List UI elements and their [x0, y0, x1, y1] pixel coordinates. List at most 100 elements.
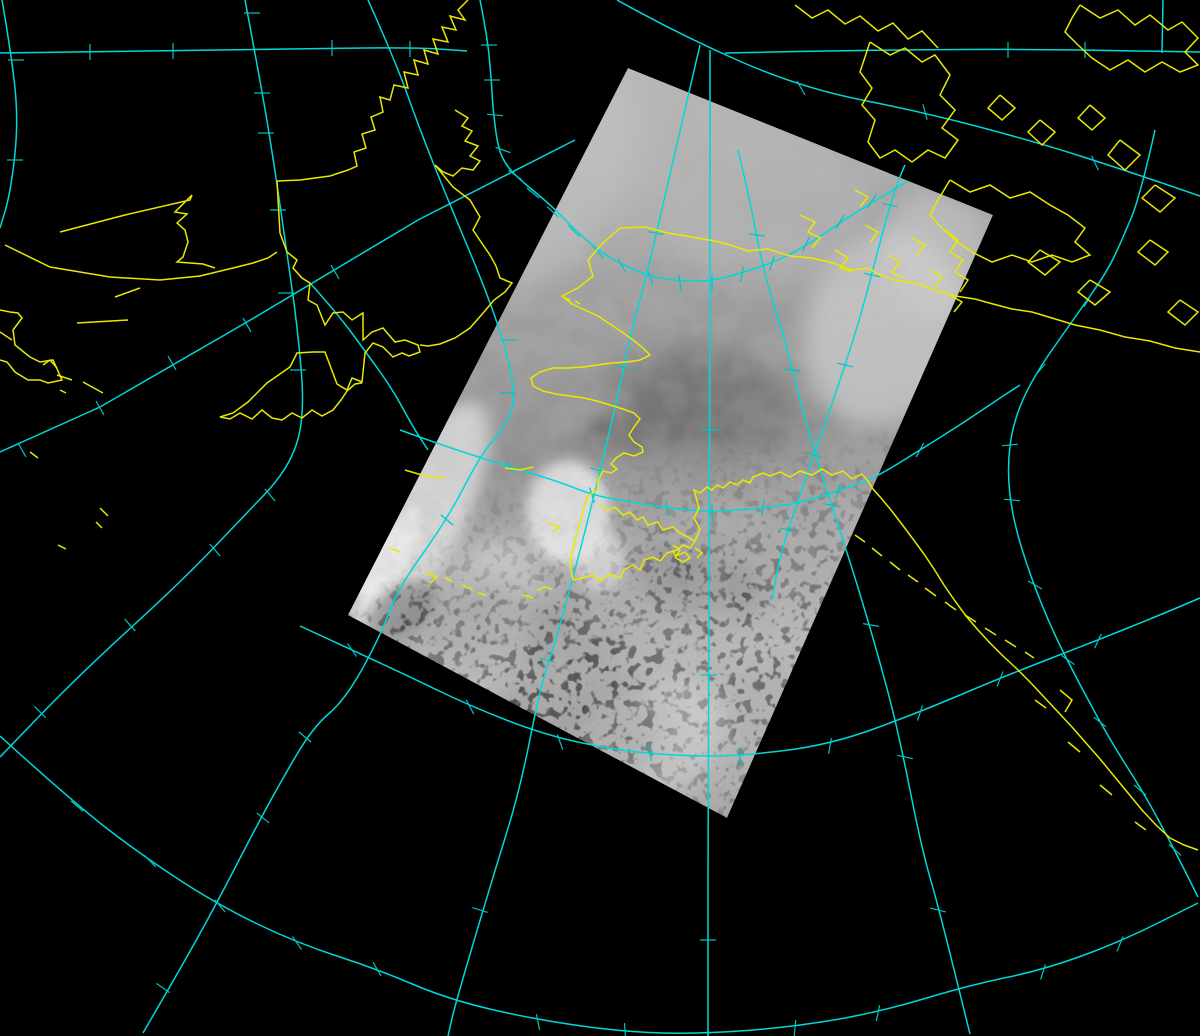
island-mark: [76, 319, 129, 324]
island-mark: [907, 574, 919, 583]
graticule-line-branch-bering: [309, 282, 429, 451]
island-mark: [56, 374, 73, 381]
graticule-tick: [823, 503, 839, 507]
island-mark: [854, 189, 870, 208]
graticule-tick: [546, 206, 560, 218]
graticule-line-central-meridian: [707, 50, 711, 1036]
island-mark: [929, 269, 944, 288]
island-mark: [95, 521, 103, 529]
island-mark: [799, 214, 822, 249]
graticule-tick: [646, 269, 654, 285]
island-mark: [1076, 104, 1107, 132]
graticule-tick: [242, 317, 252, 333]
island-mark: [82, 381, 104, 394]
graticule-tick: [768, 255, 776, 271]
graticule-tick: [156, 982, 170, 994]
graticule-tick: [1061, 654, 1075, 666]
graticule-line-parallel-top-left: [0, 47, 468, 54]
graticule-tick: [740, 266, 744, 282]
graticule-tick: [916, 705, 924, 721]
graticule-tick: [875, 1005, 881, 1021]
graticule-tick: [346, 643, 358, 657]
graticule-tick: [17, 442, 27, 458]
graticule-tick: [1093, 716, 1107, 728]
graticule-tick: [1001, 443, 1019, 447]
graticule-tick: [648, 231, 664, 235]
graticule-tick: [539, 657, 555, 663]
graticule-tick: [828, 738, 832, 754]
graticule-tick: [616, 364, 632, 370]
graticule-tick: [143, 854, 157, 868]
graticule-tick: [837, 362, 853, 368]
graticule-tick: [783, 368, 801, 372]
graticule-tick: [209, 543, 221, 557]
graticule-tick: [256, 812, 270, 824]
island-mark: [547, 522, 562, 533]
island-mark: [1059, 689, 1073, 713]
graticule-line-arc-k: [616, 0, 1200, 197]
graticule-tick: [793, 1019, 797, 1036]
graticule-tick: [440, 514, 454, 526]
island-mark: [964, 614, 977, 623]
graticule-tick: [930, 907, 946, 913]
graticule-tick: [761, 499, 765, 517]
graticule-tick: [1027, 580, 1043, 590]
island-mark: [562, 296, 571, 301]
island-mark: [114, 287, 141, 298]
graticule-tick: [1003, 498, 1021, 502]
graticule-tick: [1124, 217, 1132, 233]
island-mark: [1024, 651, 1035, 659]
graticule-tick: [1034, 363, 1046, 377]
graticule-tick: [617, 258, 627, 274]
island-mark: [911, 237, 927, 256]
coastline-ak-peninsula-north: [599, 504, 695, 542]
island-mark: [944, 601, 957, 611]
graticule-tick: [835, 214, 845, 230]
graticule-line-wrap-meridian: [142, 0, 515, 1034]
island-mark: [504, 466, 534, 471]
island-mark: [477, 592, 487, 596]
graticule-tick: [264, 488, 276, 502]
coastline-siberia-ridge: [59, 194, 216, 269]
graticule-tick: [298, 731, 312, 743]
graticule-line-far-left-limb: [0, 0, 18, 229]
island-mark: [924, 587, 937, 597]
graticule-line-low-parallel: [299, 597, 1200, 757]
graticule-line-left-limb-meridian: [0, 0, 304, 758]
island-mark: [672, 544, 692, 563]
graticule-tick: [508, 169, 522, 181]
island-mark: [1076, 279, 1112, 306]
graticule-tick: [665, 499, 669, 517]
island-mark: [944, 229, 970, 293]
coastline-wrangel-island: [0, 309, 64, 384]
island-mark: [536, 586, 553, 591]
island-mark: [42, 358, 58, 369]
graticule-tick: [1116, 936, 1124, 952]
island-mark: [834, 249, 853, 273]
graticule-tick: [623, 1022, 626, 1036]
island-mark: [99, 507, 109, 517]
island-mark: [864, 224, 880, 243]
island-mark: [574, 300, 581, 305]
island-mark: [57, 544, 67, 550]
graticule-line-long-straight: [0, 139, 576, 453]
graticule-tick: [372, 961, 382, 977]
graticule-tick: [867, 193, 877, 209]
island-mark: [889, 561, 901, 571]
island-mark: [1034, 699, 1047, 709]
coastline-layer: [0, 0, 1200, 851]
graticule-line-bottom-parallel: [0, 735, 1199, 1034]
coastline-ellesmere-coast: [1064, 4, 1200, 73]
graticule-tick: [780, 527, 796, 533]
graticule-tick: [95, 400, 105, 416]
graticule-tick: [882, 202, 898, 208]
island-mark: [984, 627, 997, 636]
graticule-line-mid-parallel: [399, 384, 1021, 512]
graticule-tick: [648, 745, 652, 761]
graticule-tick: [915, 442, 925, 458]
graticule-tick: [124, 618, 136, 632]
graticule-line-segment-top-right: [1161, 0, 1164, 54]
island-mark: [0, 331, 13, 341]
